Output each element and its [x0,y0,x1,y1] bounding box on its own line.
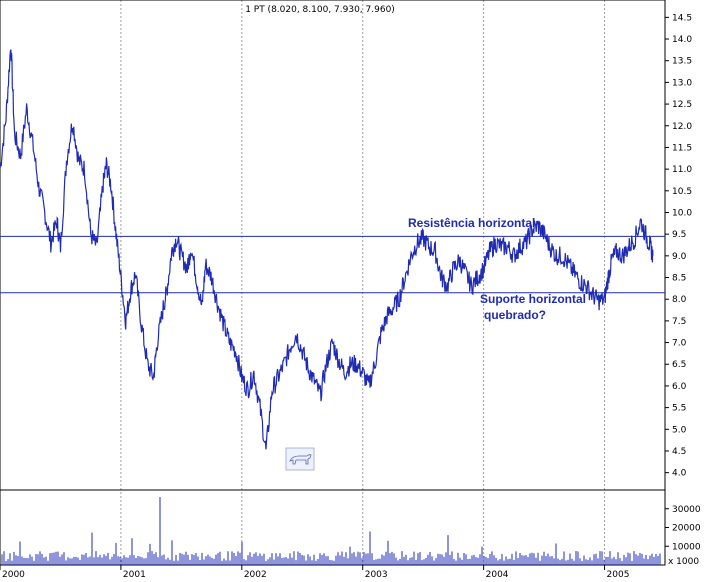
x-tick-label: 2002 [244,570,267,580]
volume-axis: 10000 20000 30000 x 1000 [665,505,701,567]
x-tick-label: 2005 [607,570,630,580]
y-tick-label: 4.5 [672,447,686,457]
chart-title: 1 PT (8.020, 8.100, 7.930, 7.960) [245,5,395,15]
x-tick-label: 2001 [123,570,146,580]
support-annotation-line1: Suporte horizontal [480,292,586,306]
volume-scale-label: x 1000 [668,557,699,567]
y-tick-label: 9.5 [672,230,686,240]
price-series-line [0,49,654,450]
bull-icon [285,447,315,471]
y-tick-label: 12.5 [672,100,692,110]
x-axis: 2000 2001 2002 2003 2004 2005 [0,565,629,580]
y-tick-label: 14.0 [672,35,692,45]
y-tick-label: 7.0 [672,339,687,349]
volume-tick-label: 30000 [672,505,701,515]
y-tick-label: 6.0 [672,382,687,392]
y-tick-label: 4.0 [672,469,687,479]
y-tick-label: 8.5 [672,274,686,284]
y-tick-label: 5.5 [672,404,686,414]
y-tick-label: 10.5 [672,187,692,197]
y-tick-label: 9.0 [672,252,687,262]
y-tick-label: 7.5 [672,317,686,327]
volume-tick-label: 10000 [672,542,701,552]
x-tick-label: 2004 [486,570,509,580]
y-tick-label: 10.0 [672,208,692,218]
y-tick-label: 6.5 [672,360,686,370]
volume-tick-label: 20000 [672,524,701,534]
y-tick-label: 11.0 [672,165,692,175]
y-tick-label: 13.5 [672,57,692,67]
y-tick-label: 5.0 [672,425,687,435]
x-tick-label: 2003 [365,570,388,580]
volume-bars [1,497,661,565]
x-tick-label: 2000 [2,570,25,580]
y-tick-label: 13.0 [672,78,692,88]
resistance-annotation: Resistência horizontal [408,216,535,230]
y-tick-label: 14.5 [672,13,692,23]
y-tick-label: 11.5 [672,143,692,153]
y-tick-label: 12.0 [672,122,692,132]
y-tick-label: 8.0 [672,295,687,305]
support-annotation-line2: quebrado? [484,308,546,322]
y-axis: 4.0 4.5 5.0 5.5 6.0 6.5 7.0 7.5 8.0 8.5 9.0 9.5 10.0… [665,13,692,479]
